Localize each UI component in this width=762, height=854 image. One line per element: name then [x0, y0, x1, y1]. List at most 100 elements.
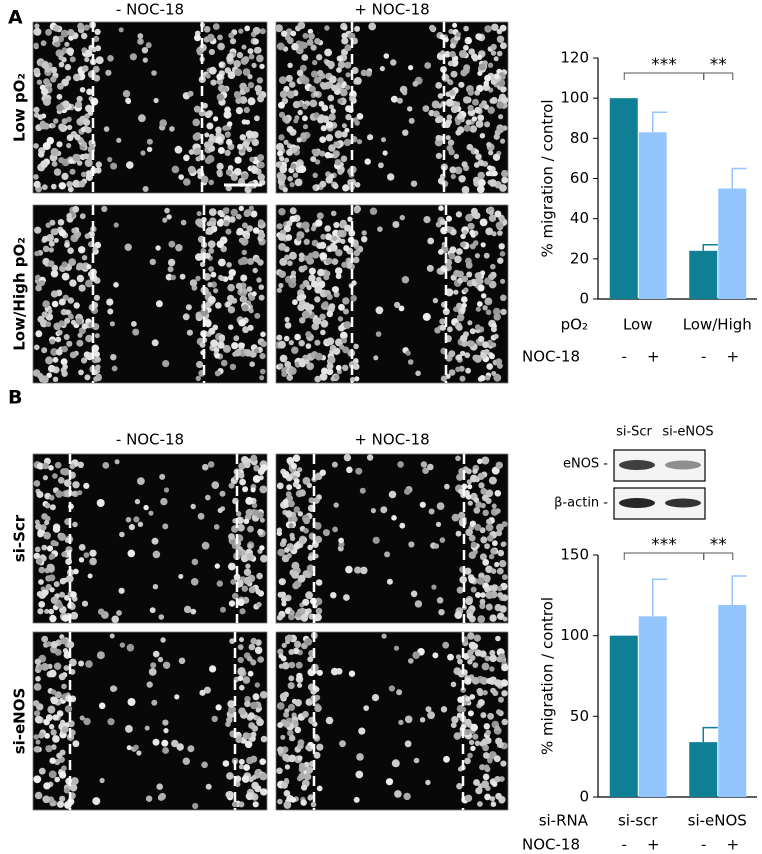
cell: [94, 28, 101, 35]
error-bar: [652, 578, 668, 617]
cell: [292, 172, 299, 178]
cell: [174, 694, 180, 700]
cell: [57, 602, 64, 609]
cell: [299, 74, 307, 82]
cell: [279, 165, 288, 174]
cell: [314, 285, 323, 294]
cell: [317, 116, 325, 124]
cell: [56, 104, 64, 112]
cell: [387, 173, 395, 181]
significance-bracket: [703, 72, 734, 80]
cell: [301, 221, 310, 230]
cell: [277, 648, 284, 655]
cell: [260, 331, 266, 338]
cell: [479, 602, 486, 610]
cell: [64, 309, 71, 315]
cell: [304, 359, 310, 365]
cell: [356, 139, 363, 145]
cell: [67, 247, 74, 254]
cell: [196, 211, 202, 217]
cell: [494, 679, 502, 687]
error-bar: [702, 244, 718, 251]
cell: [152, 650, 160, 658]
cell: [293, 506, 300, 513]
cell: [246, 146, 253, 153]
cell: [210, 339, 219, 348]
cell: [212, 23, 220, 30]
cell: [339, 740, 346, 748]
cell: [72, 179, 81, 188]
cell: [136, 750, 142, 756]
cell: [391, 515, 397, 521]
cell: [252, 509, 259, 516]
cell: [223, 110, 232, 119]
cell: [485, 489, 494, 498]
cell: [284, 322, 292, 329]
cell: [53, 24, 60, 32]
cell: [258, 284, 265, 291]
cell: [485, 171, 491, 177]
cell: [250, 755, 258, 763]
cell: [257, 528, 264, 536]
cell: [283, 711, 290, 718]
cell: [75, 318, 83, 325]
cell: [344, 44, 352, 52]
cell: [59, 578, 67, 585]
cell: [288, 754, 296, 763]
cell: [481, 494, 489, 502]
cell: [160, 637, 166, 643]
cell: [320, 319, 329, 328]
cell: [56, 141, 63, 148]
cell: [276, 223, 283, 230]
cell: [256, 54, 264, 63]
micrograph: [275, 204, 509, 384]
cell: [286, 37, 294, 45]
cell: [218, 218, 224, 224]
cell: [58, 532, 66, 541]
cell: [445, 98, 454, 107]
cell: [81, 600, 89, 607]
micrograph: [32, 21, 268, 194]
cell: [247, 712, 255, 720]
cell: [482, 509, 489, 516]
cell: [296, 235, 302, 242]
cell: [440, 375, 447, 382]
cell: [284, 254, 290, 261]
cell: [50, 148, 59, 156]
cell: [242, 486, 249, 493]
cell: [475, 306, 481, 312]
cell: [350, 295, 357, 302]
cell: [209, 665, 217, 673]
cell: [446, 114, 453, 120]
cell: [495, 461, 503, 469]
cell: [56, 710, 64, 717]
cell: [39, 122, 48, 130]
cell: [70, 611, 79, 620]
cell: [53, 118, 59, 124]
cell: [182, 757, 190, 765]
cell: [335, 273, 342, 280]
cell: [466, 612, 473, 620]
cell: [464, 729, 471, 736]
cell: [484, 375, 491, 381]
cell: [425, 779, 431, 786]
cell: [307, 555, 314, 561]
cell: [305, 591, 313, 600]
cell: [358, 727, 366, 735]
cell: [472, 55, 479, 62]
cell: [302, 124, 309, 130]
cell: [277, 548, 285, 557]
cell: [199, 342, 206, 348]
cell: [233, 60, 241, 68]
cell: [111, 365, 118, 372]
cell: [246, 225, 253, 232]
cell: [317, 268, 325, 277]
cell: [210, 271, 217, 278]
cell: [69, 56, 76, 63]
cell: [195, 275, 201, 282]
cell: [243, 568, 252, 576]
cell: [278, 76, 287, 84]
cell: [213, 347, 220, 353]
cell: [476, 577, 485, 585]
cell: [251, 725, 259, 732]
